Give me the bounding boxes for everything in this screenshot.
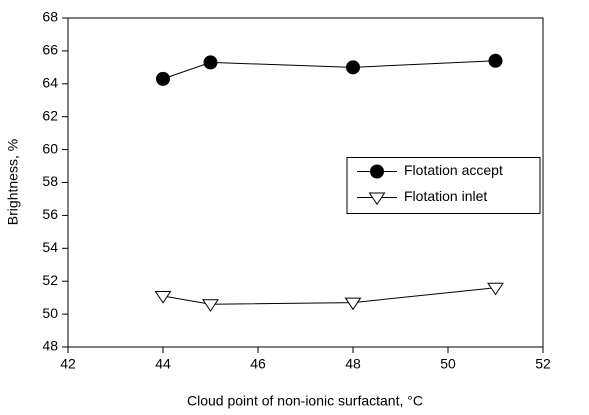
y-tick-label: 56 (42, 206, 58, 222)
legend-label: Flotation accept (404, 162, 503, 178)
marker (487, 282, 504, 296)
legend-marker (368, 192, 386, 206)
marker (203, 55, 218, 70)
marker (156, 71, 170, 86)
x-tick-label: 42 (60, 356, 76, 372)
y-tick-label: 52 (42, 272, 58, 288)
x-tick-label: 50 (440, 356, 456, 372)
legend-box (346, 157, 541, 214)
marker (154, 291, 172, 304)
x-tick-label: 44 (155, 356, 171, 372)
marker (488, 53, 503, 68)
y-tick-label: 66 (42, 42, 58, 58)
y-tick-label: 60 (42, 140, 58, 156)
x-axis-label: Cloud point of non-ionic surfactant, °C (187, 393, 423, 409)
x-tick-label: 52 (535, 356, 551, 372)
y-tick-label: 68 (42, 9, 58, 25)
legend-marker (370, 164, 384, 179)
series-line (162, 287, 496, 305)
marker (346, 60, 360, 75)
y-tick-label: 64 (42, 75, 58, 91)
y-tick-label: 62 (42, 107, 58, 123)
marker (344, 297, 362, 311)
y-tick-label: 54 (42, 239, 58, 255)
series-line (162, 60, 496, 80)
marker (202, 299, 219, 312)
y-tick-label: 50 (42, 305, 58, 321)
y-tick-label: 58 (42, 173, 58, 189)
x-tick-label: 48 (345, 356, 361, 372)
y-tick-label: 48 (42, 338, 58, 354)
y-axis-label: Brightness, % (5, 139, 21, 225)
legend-label: Flotation inlet (404, 188, 487, 204)
x-tick-label: 46 (250, 356, 266, 372)
